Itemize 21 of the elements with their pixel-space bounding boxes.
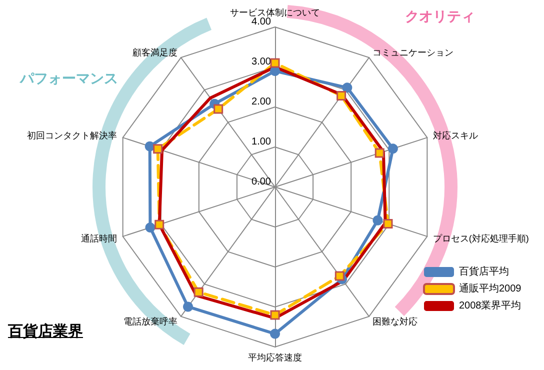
text: 百貨店業界 — [8, 322, 83, 341]
spoke-label: 通話時間 — [81, 233, 118, 244]
y-tick-label: 4.00 — [252, 16, 272, 28]
y-tick-label: 1.00 — [252, 136, 272, 148]
spoke-label: 平均応答速度 — [248, 352, 302, 362]
legend-label: 通販平均2009 — [459, 282, 522, 294]
y-tick-label: 3.00 — [252, 56, 272, 68]
spoke-label: 対応スキル — [432, 130, 478, 141]
y-tick-label: 2.00 — [252, 96, 272, 108]
spoke-label: サービス体制について — [230, 8, 320, 18]
spoke-label: コミュニケーション — [372, 48, 454, 58]
text: クオリティ — [405, 8, 475, 26]
text: パフォーマンス — [20, 70, 118, 88]
spoke-label: 電話放棄呼率 — [123, 316, 178, 326]
spoke-label: 困難な対応 — [372, 316, 418, 326]
spoke-label: 初回コンタクト解決率 — [27, 130, 118, 141]
spoke-label: プロセス(対応処理手順) — [432, 233, 529, 244]
legend-label: 2008業界平均 — [459, 300, 522, 312]
y-tick-label: 0.00 — [252, 176, 272, 188]
legend-label: 百貨店平均 — [459, 266, 509, 278]
spoke-label: 顧客満足度 — [132, 48, 178, 58]
